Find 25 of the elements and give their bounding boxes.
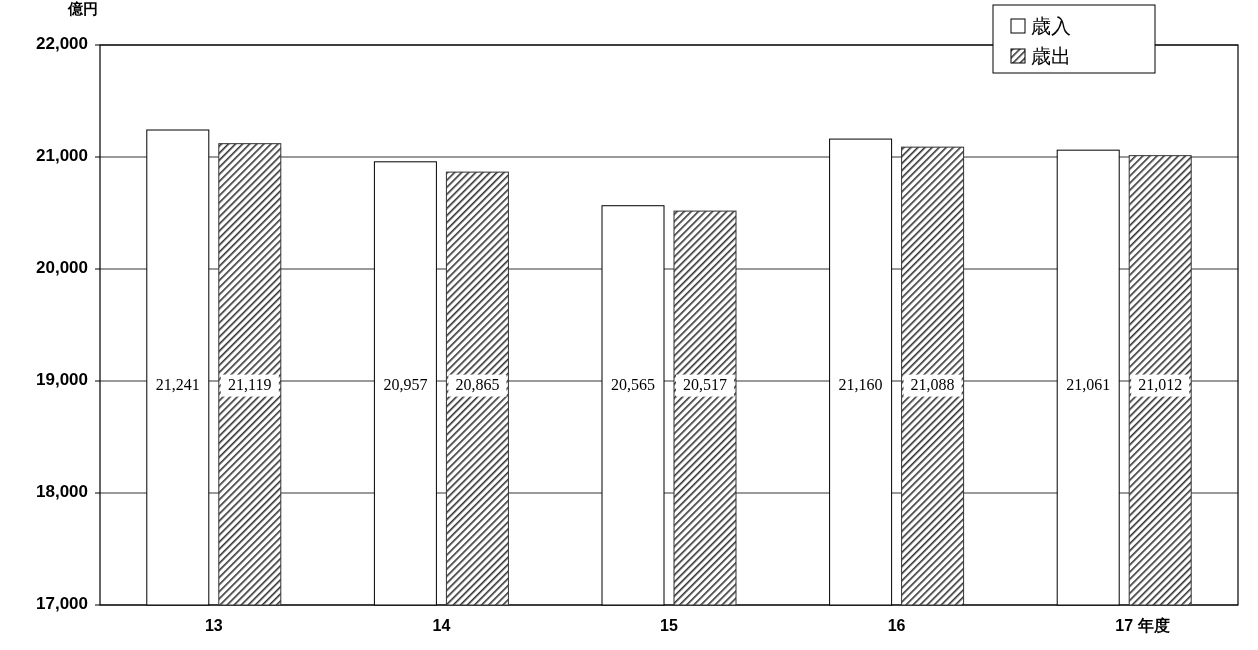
- data-label: 21,241: [155, 376, 200, 394]
- data-label: 20,865: [455, 376, 500, 394]
- legend-label: 歳入: [1031, 13, 1071, 38]
- y-tick-label: 19,000: [36, 370, 88, 390]
- data-label: 20,957: [383, 376, 428, 394]
- y-tick-label: 22,000: [36, 34, 88, 54]
- y-tick-label: 17,000: [36, 594, 88, 614]
- y-tick-label: 21,000: [36, 146, 88, 166]
- data-label: 21,012: [1138, 376, 1183, 394]
- data-label: 21,119: [228, 376, 272, 394]
- x-tick-label: 17: [1115, 617, 1134, 634]
- x-tick-label: 16: [887, 617, 906, 634]
- data-label: 20,565: [611, 376, 655, 394]
- x-tick-label: 13: [204, 617, 223, 634]
- data-label: 20,517: [683, 376, 727, 394]
- data-label: 21,160: [838, 376, 883, 394]
- y-tick-label: 18,000: [36, 482, 88, 502]
- x-tick-label: 14: [432, 617, 451, 634]
- legend-label: 歳出: [1031, 43, 1071, 68]
- y-axis-title: 億円: [67, 0, 98, 18]
- data-label: 21,088: [910, 376, 955, 394]
- y-tick-label: 20,000: [36, 258, 88, 278]
- x-axis-title: 年度: [1137, 616, 1171, 635]
- data-label: 21,061: [1066, 376, 1111, 394]
- x-tick-label: 15: [660, 617, 678, 634]
